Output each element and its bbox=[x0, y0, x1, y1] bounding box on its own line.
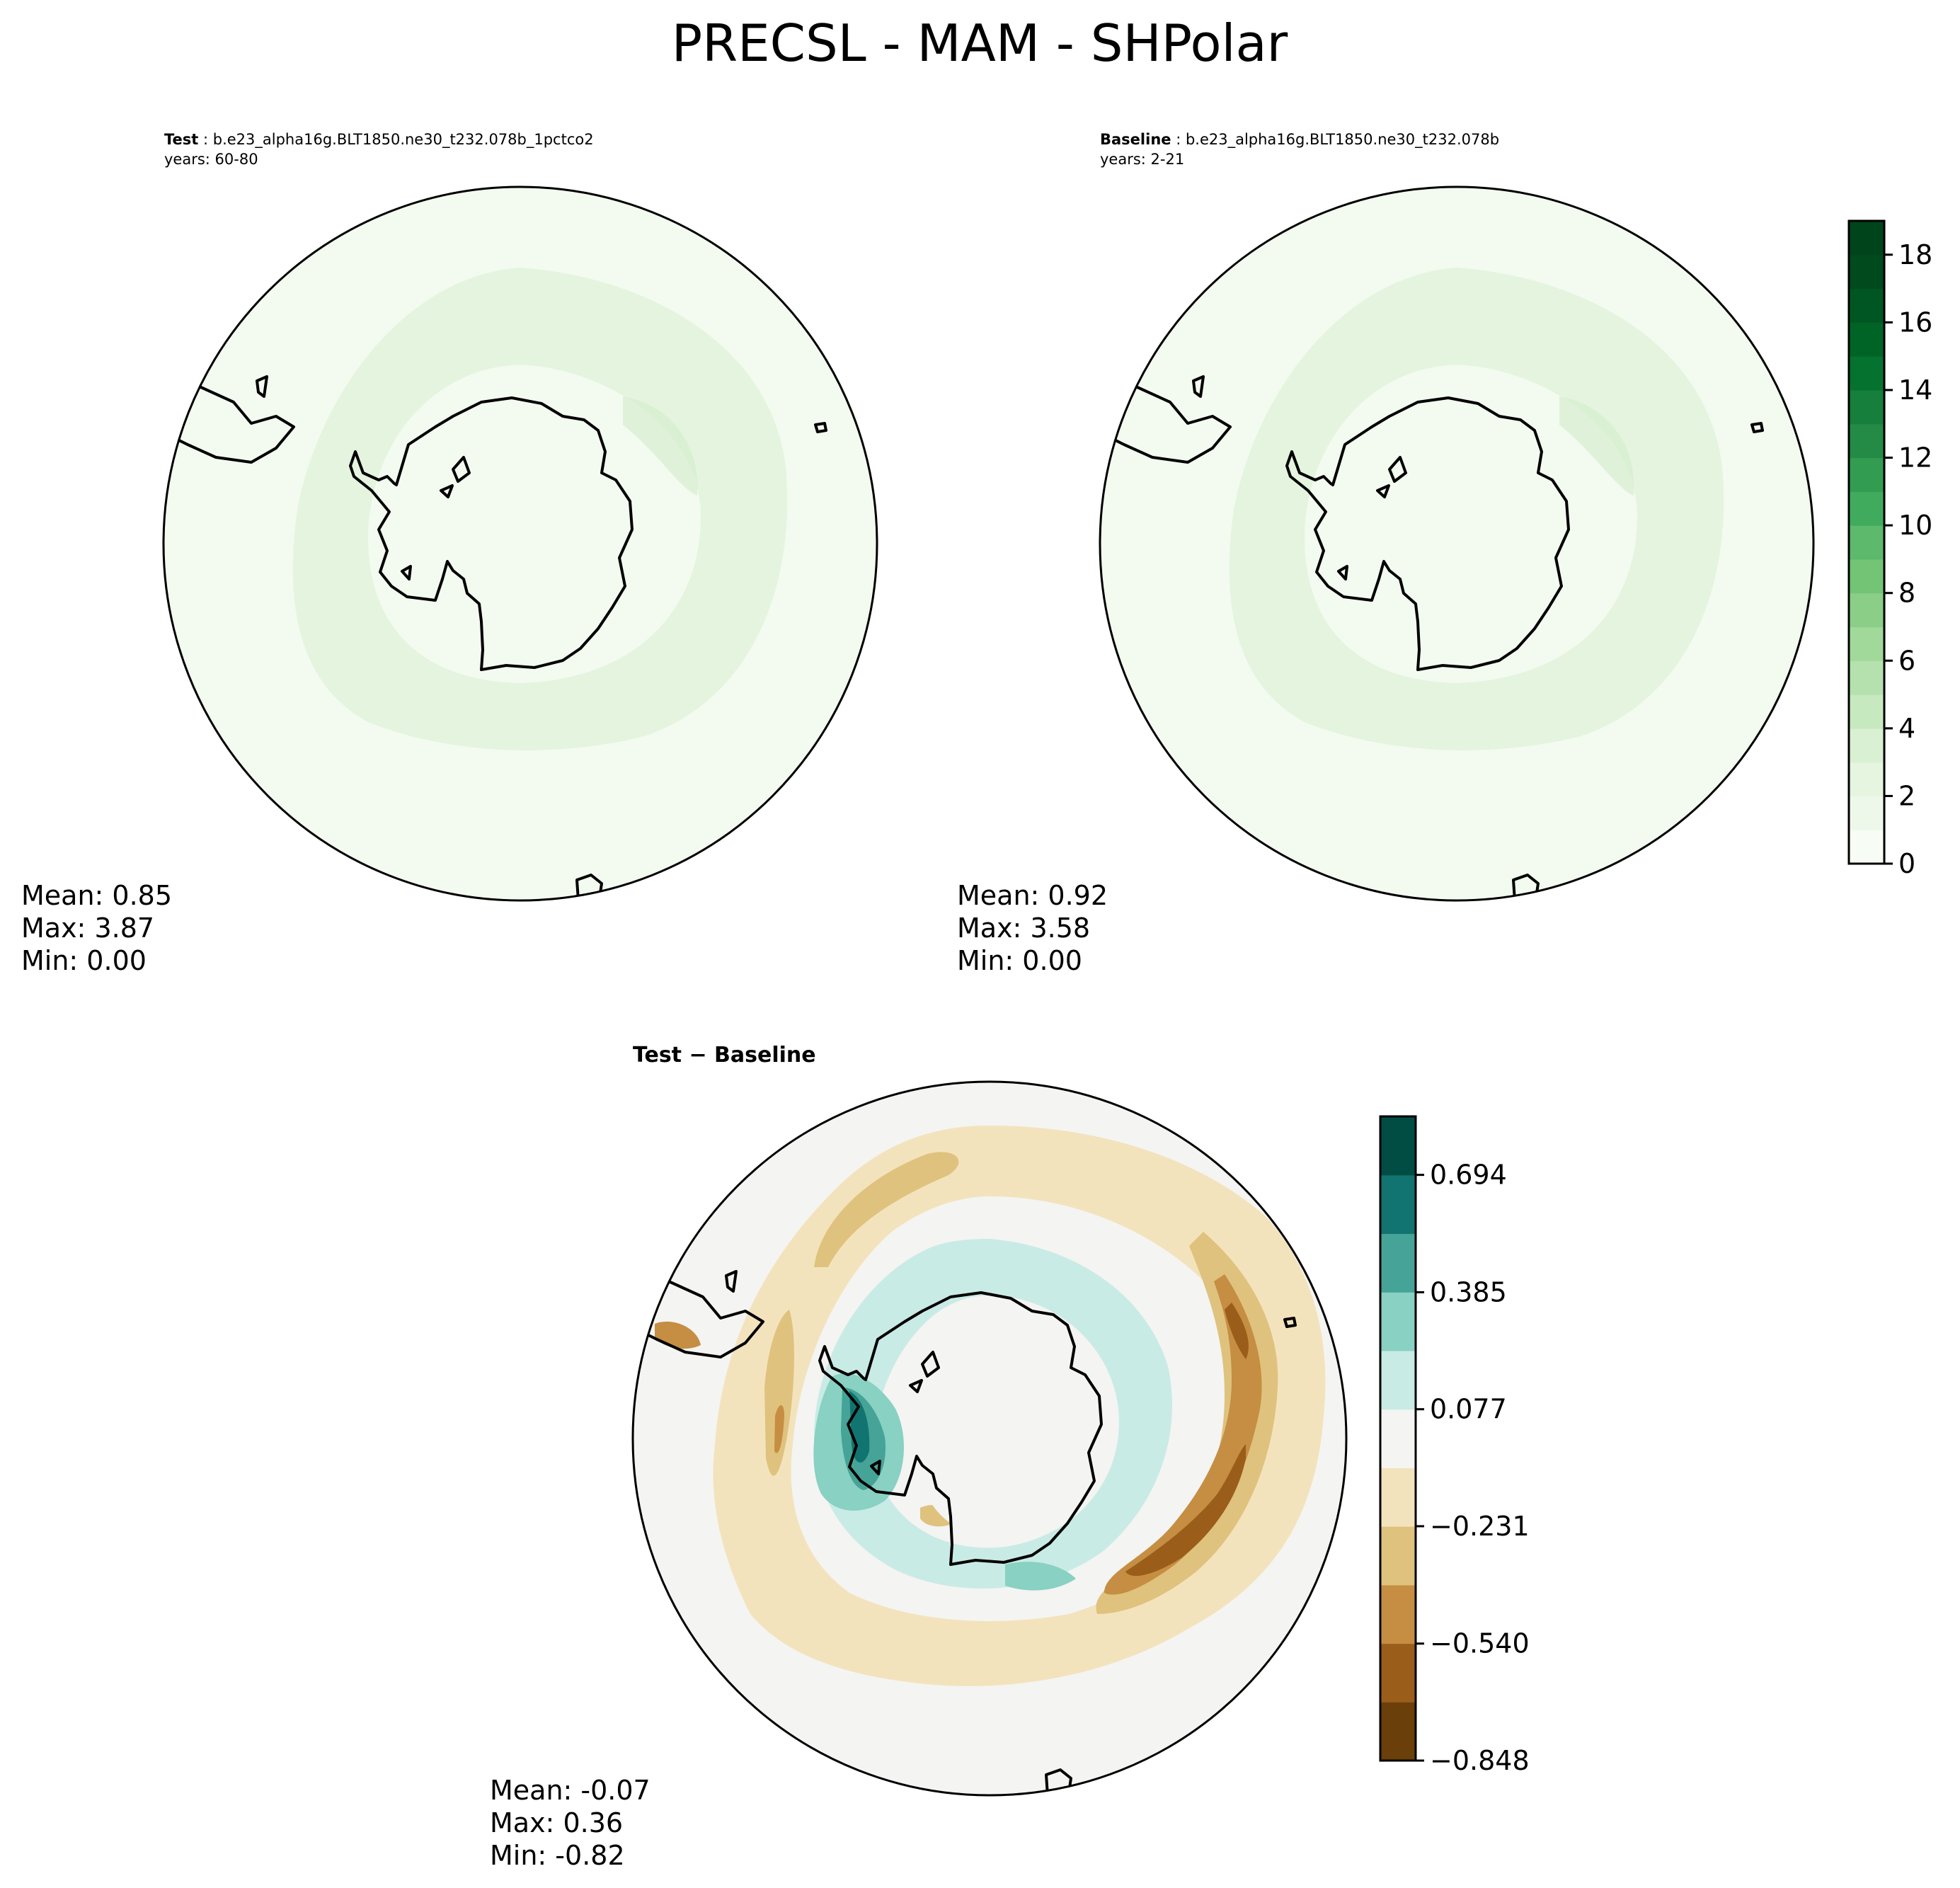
colorbar-diff-swatch bbox=[1380, 1584, 1416, 1644]
panel-difference-max: Max: 0.36 bbox=[490, 1807, 623, 1838]
difference-map-border bbox=[631, 1080, 1348, 1797]
colorbar-main-swatch bbox=[1849, 491, 1884, 526]
panel-difference-title: Test − Baseline bbox=[633, 1043, 816, 1068]
panel-baseline: Baseline : b.e23_alpha16g.BLT1850.ne30_t… bbox=[957, 131, 1815, 976]
diff-contour-teal-ring bbox=[814, 1239, 1172, 1589]
colorbar-main-frame bbox=[1847, 219, 1886, 865]
colorbar-main-swatch bbox=[1849, 322, 1884, 357]
test-antarctic-interior bbox=[396, 396, 662, 676]
colorbar-diff-swatch bbox=[1380, 1468, 1416, 1527]
panel-baseline-case: : b.e23_alpha16g.BLT1850.ne30_t232.078b bbox=[1171, 131, 1500, 149]
colorbar-diff-tick-label: −0.848 bbox=[1430, 1745, 1530, 1776]
colorbar-diff-swatch bbox=[1380, 1702, 1416, 1761]
diff-contour-brown-south-america bbox=[655, 1321, 701, 1349]
diff-antarctic-interior bbox=[919, 1306, 1108, 1537]
colorbar-main-tick-label: 12 bbox=[1898, 442, 1932, 474]
test-map-border bbox=[162, 185, 878, 902]
diff-contour-tan-ring bbox=[713, 1126, 1326, 1686]
panel-baseline-label: Baseline bbox=[1100, 131, 1171, 148]
difference-map bbox=[633, 1082, 1346, 1795]
colorbar-diff-swatch bbox=[1380, 1233, 1416, 1293]
colorbar-diff-swatch bbox=[1380, 1409, 1416, 1468]
colorbar-main-swatch bbox=[1849, 389, 1884, 425]
colorbar-main-tick-label: 8 bbox=[1898, 578, 1915, 609]
colorbar-main-swatch bbox=[1849, 660, 1884, 695]
panel-test: Test : b.e23_alpha16g.BLT1850.ne30_t232.… bbox=[21, 131, 878, 976]
panel-difference: Test − Baseline bbox=[490, 1043, 1348, 1871]
diff-contour-brown-band-north bbox=[814, 1152, 959, 1267]
colorbar-diff-swatch bbox=[1380, 1350, 1416, 1410]
colorbar-diff-swatch bbox=[1380, 1292, 1416, 1351]
baseline-antarctic-interior bbox=[1333, 396, 1598, 676]
panel-test-title: Test : b.e23_alpha16g.BLT1850.ne30_t232.… bbox=[164, 131, 594, 149]
test-contour-band bbox=[623, 396, 698, 496]
baseline-map-border bbox=[1099, 185, 1815, 902]
colorbar-diff-tick-label: 0.077 bbox=[1430, 1394, 1507, 1425]
diff-contour-brown-band-west bbox=[764, 1310, 794, 1476]
colorbar-diff-tick-label: −0.231 bbox=[1430, 1511, 1530, 1542]
diff-contour-brown-core-west bbox=[774, 1405, 784, 1453]
panel-baseline-max: Max: 3.58 bbox=[957, 912, 1090, 944]
colorbar-main-swatch bbox=[1849, 288, 1884, 323]
panel-test-years: years: 60-80 bbox=[164, 151, 258, 168]
colorbar-diff-tick-label: 0.385 bbox=[1430, 1276, 1507, 1308]
diff-contour-teal-core bbox=[849, 1391, 870, 1463]
colorbar-diff: −0.848 −0.540 −0.231 0.077 0.385 0.694 bbox=[1379, 1115, 1530, 1776]
figure-title: PRECSL - MAM - SHPolar bbox=[672, 13, 1288, 73]
colorbar-main-swatch bbox=[1849, 762, 1884, 797]
colorbar-diff-frame bbox=[1379, 1115, 1417, 1762]
baseline-contour-band bbox=[1559, 396, 1634, 496]
colorbar-main-swatch bbox=[1849, 457, 1884, 492]
panel-test-mean: Mean: 0.85 bbox=[21, 880, 172, 911]
colorbar-main-tick-label: 10 bbox=[1898, 510, 1932, 541]
panel-test-label: Test bbox=[164, 131, 198, 148]
colorbar-main-swatch bbox=[1849, 356, 1884, 391]
colorbar-diff-swatch bbox=[1380, 1526, 1416, 1586]
test-contour-ring bbox=[292, 268, 788, 750]
colorbar-main-tick-label: 18 bbox=[1898, 239, 1932, 270]
panel-test-max: Max: 3.87 bbox=[21, 912, 154, 944]
test-map bbox=[164, 187, 877, 900]
colorbar-main-swatch bbox=[1849, 423, 1884, 459]
panel-test-min: Min: 0.00 bbox=[21, 945, 147, 976]
colorbar-main-swatch bbox=[1849, 254, 1884, 290]
colorbar-main-swatch bbox=[1849, 796, 1884, 830]
colorbar-diff-swatch bbox=[1380, 1116, 1416, 1176]
diff-contour-brown-core-northeast bbox=[1225, 1303, 1249, 1359]
panel-difference-min: Min: -0.82 bbox=[490, 1840, 625, 1871]
colorbar-main: 0 2 4 6 8 10 12 14 16 18 bbox=[1847, 219, 1932, 879]
colorbar-diff-swatch bbox=[1380, 1643, 1416, 1703]
colorbar-diff-tick-label: 0.694 bbox=[1430, 1160, 1507, 1191]
colorbar-main-swatch bbox=[1849, 830, 1884, 864]
colorbar-main-tick-label: 2 bbox=[1898, 780, 1915, 811]
colorbar-main-swatch bbox=[1849, 627, 1884, 661]
colorbar-main-swatch bbox=[1849, 221, 1884, 256]
colorbar-main-tick-label: 0 bbox=[1898, 848, 1915, 879]
panel-baseline-mean: Mean: 0.92 bbox=[957, 880, 1108, 911]
baseline-map bbox=[1100, 187, 1813, 900]
diff-contour-teal-southeast bbox=[1005, 1562, 1076, 1591]
colorbar-main-tick-label: 6 bbox=[1898, 645, 1915, 676]
baseline-contour-ring bbox=[1229, 268, 1724, 750]
panel-test-case: : b.e23_alpha16g.BLT1850.ne30_t232.078b_… bbox=[198, 131, 593, 149]
colorbar-main-swatch bbox=[1849, 525, 1884, 560]
colorbar-main-tick-label: 4 bbox=[1898, 713, 1915, 744]
colorbar-main-swatch bbox=[1849, 694, 1884, 729]
colorbar-main-swatch bbox=[1849, 728, 1884, 763]
colorbar-diff-tick-label: −0.540 bbox=[1430, 1628, 1530, 1659]
colorbar-main-swatch bbox=[1849, 593, 1884, 628]
diff-contour-brown-core-east bbox=[1125, 1444, 1246, 1577]
colorbar-main-tick-label: 14 bbox=[1898, 374, 1932, 406]
colorbar-diff-swatch bbox=[1380, 1174, 1416, 1235]
panel-baseline-title: Baseline : b.e23_alpha16g.BLT1850.ne30_t… bbox=[1100, 131, 1499, 149]
colorbar-main-tick-label: 16 bbox=[1898, 307, 1932, 338]
colorbar-main-swatch bbox=[1849, 559, 1884, 594]
panel-baseline-years: years: 2-21 bbox=[1100, 151, 1184, 168]
panel-difference-mean: Mean: -0.07 bbox=[490, 1775, 651, 1806]
panel-baseline-min: Min: 0.00 bbox=[957, 945, 1082, 976]
